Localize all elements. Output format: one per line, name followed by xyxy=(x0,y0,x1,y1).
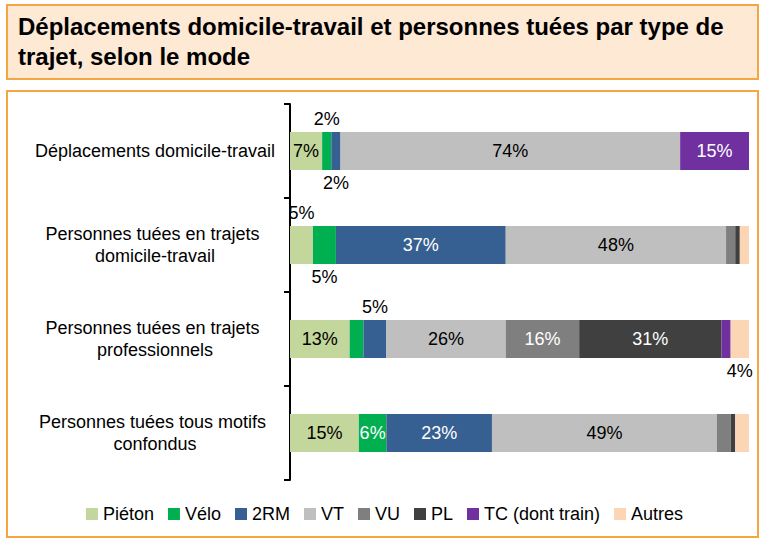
svg-text:31%: 31% xyxy=(632,329,668,349)
svg-text:Personnes tuées en trajets: Personnes tuées en trajets xyxy=(45,318,264,338)
svg-text:PL: PL xyxy=(431,504,453,524)
svg-text:13%: 13% xyxy=(302,329,338,349)
svg-text:15%: 15% xyxy=(306,423,342,443)
svg-text:Personnes tuées tous motifs: Personnes tuées tous motifs xyxy=(39,412,271,432)
svg-text:5%: 5% xyxy=(311,267,337,287)
svg-text:professionnels: professionnels xyxy=(97,340,213,360)
svg-text:TC (dont train): TC (dont train) xyxy=(484,504,600,524)
svg-text:VU: VU xyxy=(375,504,400,524)
svg-text:Piéton: Piéton xyxy=(103,504,154,524)
svg-text:37%: 37% xyxy=(403,235,439,255)
svg-text:7%: 7% xyxy=(293,141,319,161)
svg-text:26%: 26% xyxy=(428,329,464,349)
svg-text:domicile-travail: domicile-travail xyxy=(95,246,215,266)
svg-text:5%: 5% xyxy=(288,203,314,223)
html-text:Déplacements domicile-travail: Déplacements domicile-travail et personn… xyxy=(18,13,724,70)
svg-text:23%: 23% xyxy=(421,423,457,443)
svg-text:Personnes tuées en trajets: Personnes tuées en trajets xyxy=(45,224,264,244)
svg-text:Déplacements domicile-travail: Déplacements domicile-travail xyxy=(35,141,275,161)
svg-text:2%: 2% xyxy=(314,109,340,129)
svg-text:6%: 6% xyxy=(360,423,386,443)
svg-text:49%: 49% xyxy=(586,423,622,443)
svg-text:16%: 16% xyxy=(524,329,560,349)
svg-text:15%: 15% xyxy=(697,141,733,161)
svg-text:2%: 2% xyxy=(323,173,349,193)
svg-text:48%: 48% xyxy=(598,235,634,255)
svg-text:74%: 74% xyxy=(492,141,528,161)
svg-text:2RM: 2RM xyxy=(252,504,290,524)
svg-text:5%: 5% xyxy=(362,297,388,317)
svg-text:Autres: Autres xyxy=(631,504,683,524)
svg-text:Vélo: Vélo xyxy=(185,504,221,524)
svg-text:VT: VT xyxy=(321,504,344,524)
svg-text:4%: 4% xyxy=(727,361,753,381)
svg-text:confondus: confondus xyxy=(113,434,196,454)
